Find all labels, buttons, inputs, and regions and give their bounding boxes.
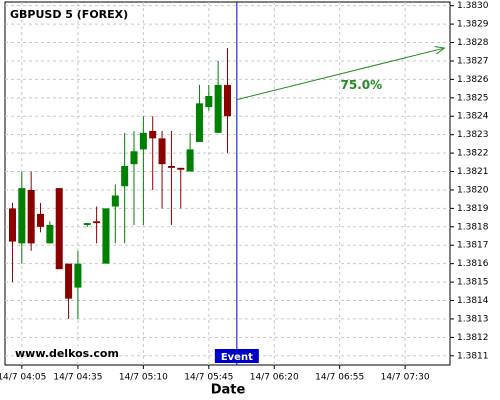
y-tick-label: 1.3823 — [457, 130, 489, 140]
candle-body — [8, 208, 16, 242]
x-tick-label: 14/7 06:55 — [315, 373, 364, 383]
candle-body — [149, 130, 157, 139]
candle-body — [65, 263, 73, 299]
candle-body — [224, 84, 231, 117]
y-tick-label: 1.3827 — [457, 56, 489, 66]
y-tick-label: 1.3818 — [457, 222, 489, 232]
y-tick-label: 1.3829 — [457, 20, 489, 30]
y-tick-label: 1.3813 — [457, 314, 489, 324]
candle-body — [205, 95, 213, 108]
y-tick-label: 1.3830 — [457, 1, 489, 11]
x-tick-label: 14/7 05:10 — [119, 373, 168, 383]
y-tick-label: 1.3816 — [457, 259, 489, 269]
y-tick-label: 1.3828 — [457, 38, 489, 48]
x-tick-label: 14/7 07:30 — [381, 373, 430, 383]
arrow-label: 75.0% — [341, 78, 383, 92]
y-tick-label: 1.3825 — [457, 93, 489, 103]
candle-body — [74, 263, 82, 288]
candle-body — [55, 188, 63, 270]
x-tick-label: 14/7 04:05 — [0, 373, 46, 383]
x-tick-label: 14/7 06:20 — [250, 373, 299, 383]
candle-body — [37, 213, 45, 227]
y-tick-label: 1.3826 — [457, 75, 489, 85]
event-box — [214, 349, 259, 363]
y-tick-label: 1.3824 — [457, 112, 489, 122]
y-tick-label: 1.3822 — [457, 149, 489, 159]
candle-body — [93, 221, 101, 224]
candle-body — [111, 195, 119, 207]
y-tick-label: 1.3821 — [457, 167, 489, 177]
candle-body — [186, 149, 194, 172]
candle-body — [214, 84, 222, 133]
arrow-line — [236, 47, 445, 101]
candle-body — [27, 189, 35, 244]
candle-body — [46, 224, 54, 244]
x-tick-label: 14/7 05:45 — [184, 373, 233, 383]
candle-body — [195, 103, 203, 143]
y-tick-label: 1.3819 — [457, 204, 489, 214]
candle-body — [130, 151, 138, 165]
y-tick-label: 1.3812 — [457, 333, 489, 343]
watermark: www.delkos.com — [15, 347, 119, 360]
x-axis-label: Date — [211, 383, 246, 398]
y-tick-label: 1.3814 — [457, 296, 489, 306]
y-tick-label: 1.3820 — [457, 185, 489, 195]
candle-body — [102, 208, 110, 264]
candle-body — [139, 132, 147, 150]
marks — [8, 48, 231, 319]
candle-body — [158, 138, 166, 165]
candle-body — [167, 165, 175, 168]
candle-body — [83, 223, 91, 225]
y-tick-label: 1.3815 — [457, 278, 489, 288]
arrow-head — [434, 46, 446, 55]
y-tick-label: 1.3817 — [457, 241, 489, 251]
event-label: Event — [221, 352, 253, 363]
candle-body — [18, 188, 26, 244]
y-tick-label: 1.3811 — [457, 351, 489, 361]
candle-body — [177, 167, 185, 170]
candle-body — [121, 165, 129, 187]
x-tick-label: 14/7 04:35 — [53, 373, 102, 383]
chart-title: GBPUSD 5 (FOREX) — [10, 8, 128, 21]
